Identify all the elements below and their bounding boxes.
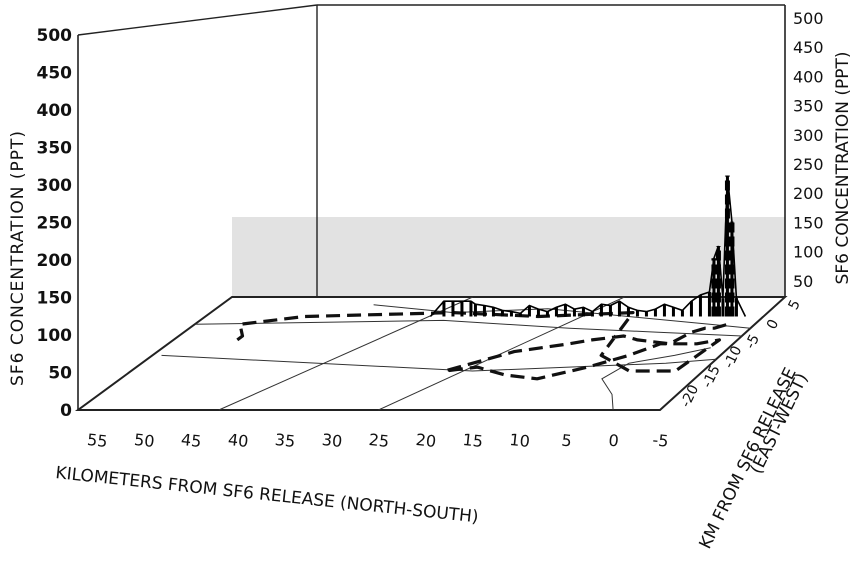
left-axis-tick: 500 xyxy=(37,26,73,46)
back-wall-stipple xyxy=(232,217,785,297)
right-axis-title: SF6 CONCENTRATION (PPT) xyxy=(833,52,853,285)
y-axis-tick: -20 xyxy=(678,382,702,410)
x-axis-tick: 45 xyxy=(180,430,202,451)
river-line xyxy=(601,347,711,411)
right-axis-tick: 50 xyxy=(793,272,813,291)
x-axis-title: KILOMETERS FROM SF6 RELEASE (NORTH-SOUTH… xyxy=(54,463,479,527)
right-axis-tick: 100 xyxy=(793,243,824,262)
left-axis-tick: 400 xyxy=(37,101,73,121)
left-axis-tick: 100 xyxy=(37,326,73,346)
x-axis-tick: 5 xyxy=(561,431,573,451)
y-axis-tick: -5 xyxy=(742,332,763,352)
x-axis-tick: 0 xyxy=(608,431,620,451)
left-axis-tick: 50 xyxy=(48,364,72,384)
right-axis-tick: 300 xyxy=(793,126,824,145)
x-axis-tick: 10 xyxy=(509,430,531,451)
left-axis-title: SF6 CONCENTRATION (PPT) xyxy=(8,130,28,386)
x-axis-tick: 50 xyxy=(133,430,155,451)
x-axis-tick: 30 xyxy=(321,430,343,451)
right-axis-tick: 150 xyxy=(793,213,824,232)
left-axis-tick: 200 xyxy=(37,251,73,271)
x-axis-tick: 25 xyxy=(368,430,390,451)
left-axis-tick: 0 xyxy=(60,401,72,421)
chart-frame xyxy=(74,4,788,411)
x-axis-tick: 40 xyxy=(227,430,249,451)
floor-outline xyxy=(74,296,788,411)
left-axis-tick: 300 xyxy=(37,176,73,196)
map-lines xyxy=(161,296,751,411)
x-axis-tick: 55 xyxy=(86,430,108,451)
grid-line-c xyxy=(161,354,717,372)
left-axis-tick: 250 xyxy=(37,214,73,234)
grid-line-d xyxy=(194,319,742,337)
y-axis-tick: -10 xyxy=(721,343,745,371)
top-left-edge xyxy=(77,4,318,36)
right-axis-tick: 250 xyxy=(793,155,824,174)
right-axis-tick: 400 xyxy=(793,67,824,86)
left-axis-tick: 150 xyxy=(37,289,73,309)
right-axis-tick: 350 xyxy=(793,97,824,116)
x-axis-tick: 35 xyxy=(274,430,296,451)
x-axis-tick: 15 xyxy=(462,430,484,451)
right-axis-tick: 450 xyxy=(793,38,824,57)
concentration-series xyxy=(429,175,747,318)
right-axis-tick: 500 xyxy=(793,9,824,28)
y-axis-tick: -15 xyxy=(699,363,723,391)
left-axis-tick: 350 xyxy=(37,139,73,159)
right-axis-tick: 200 xyxy=(793,184,824,203)
left-axis-tick: 450 xyxy=(37,64,73,84)
coast-line xyxy=(373,304,751,329)
x-axis-tick: 20 xyxy=(415,430,437,451)
x-axis-tick: -5 xyxy=(652,430,670,451)
y-axis-tick: 0 xyxy=(764,317,782,332)
y-axis-tick: 5 xyxy=(786,298,804,313)
